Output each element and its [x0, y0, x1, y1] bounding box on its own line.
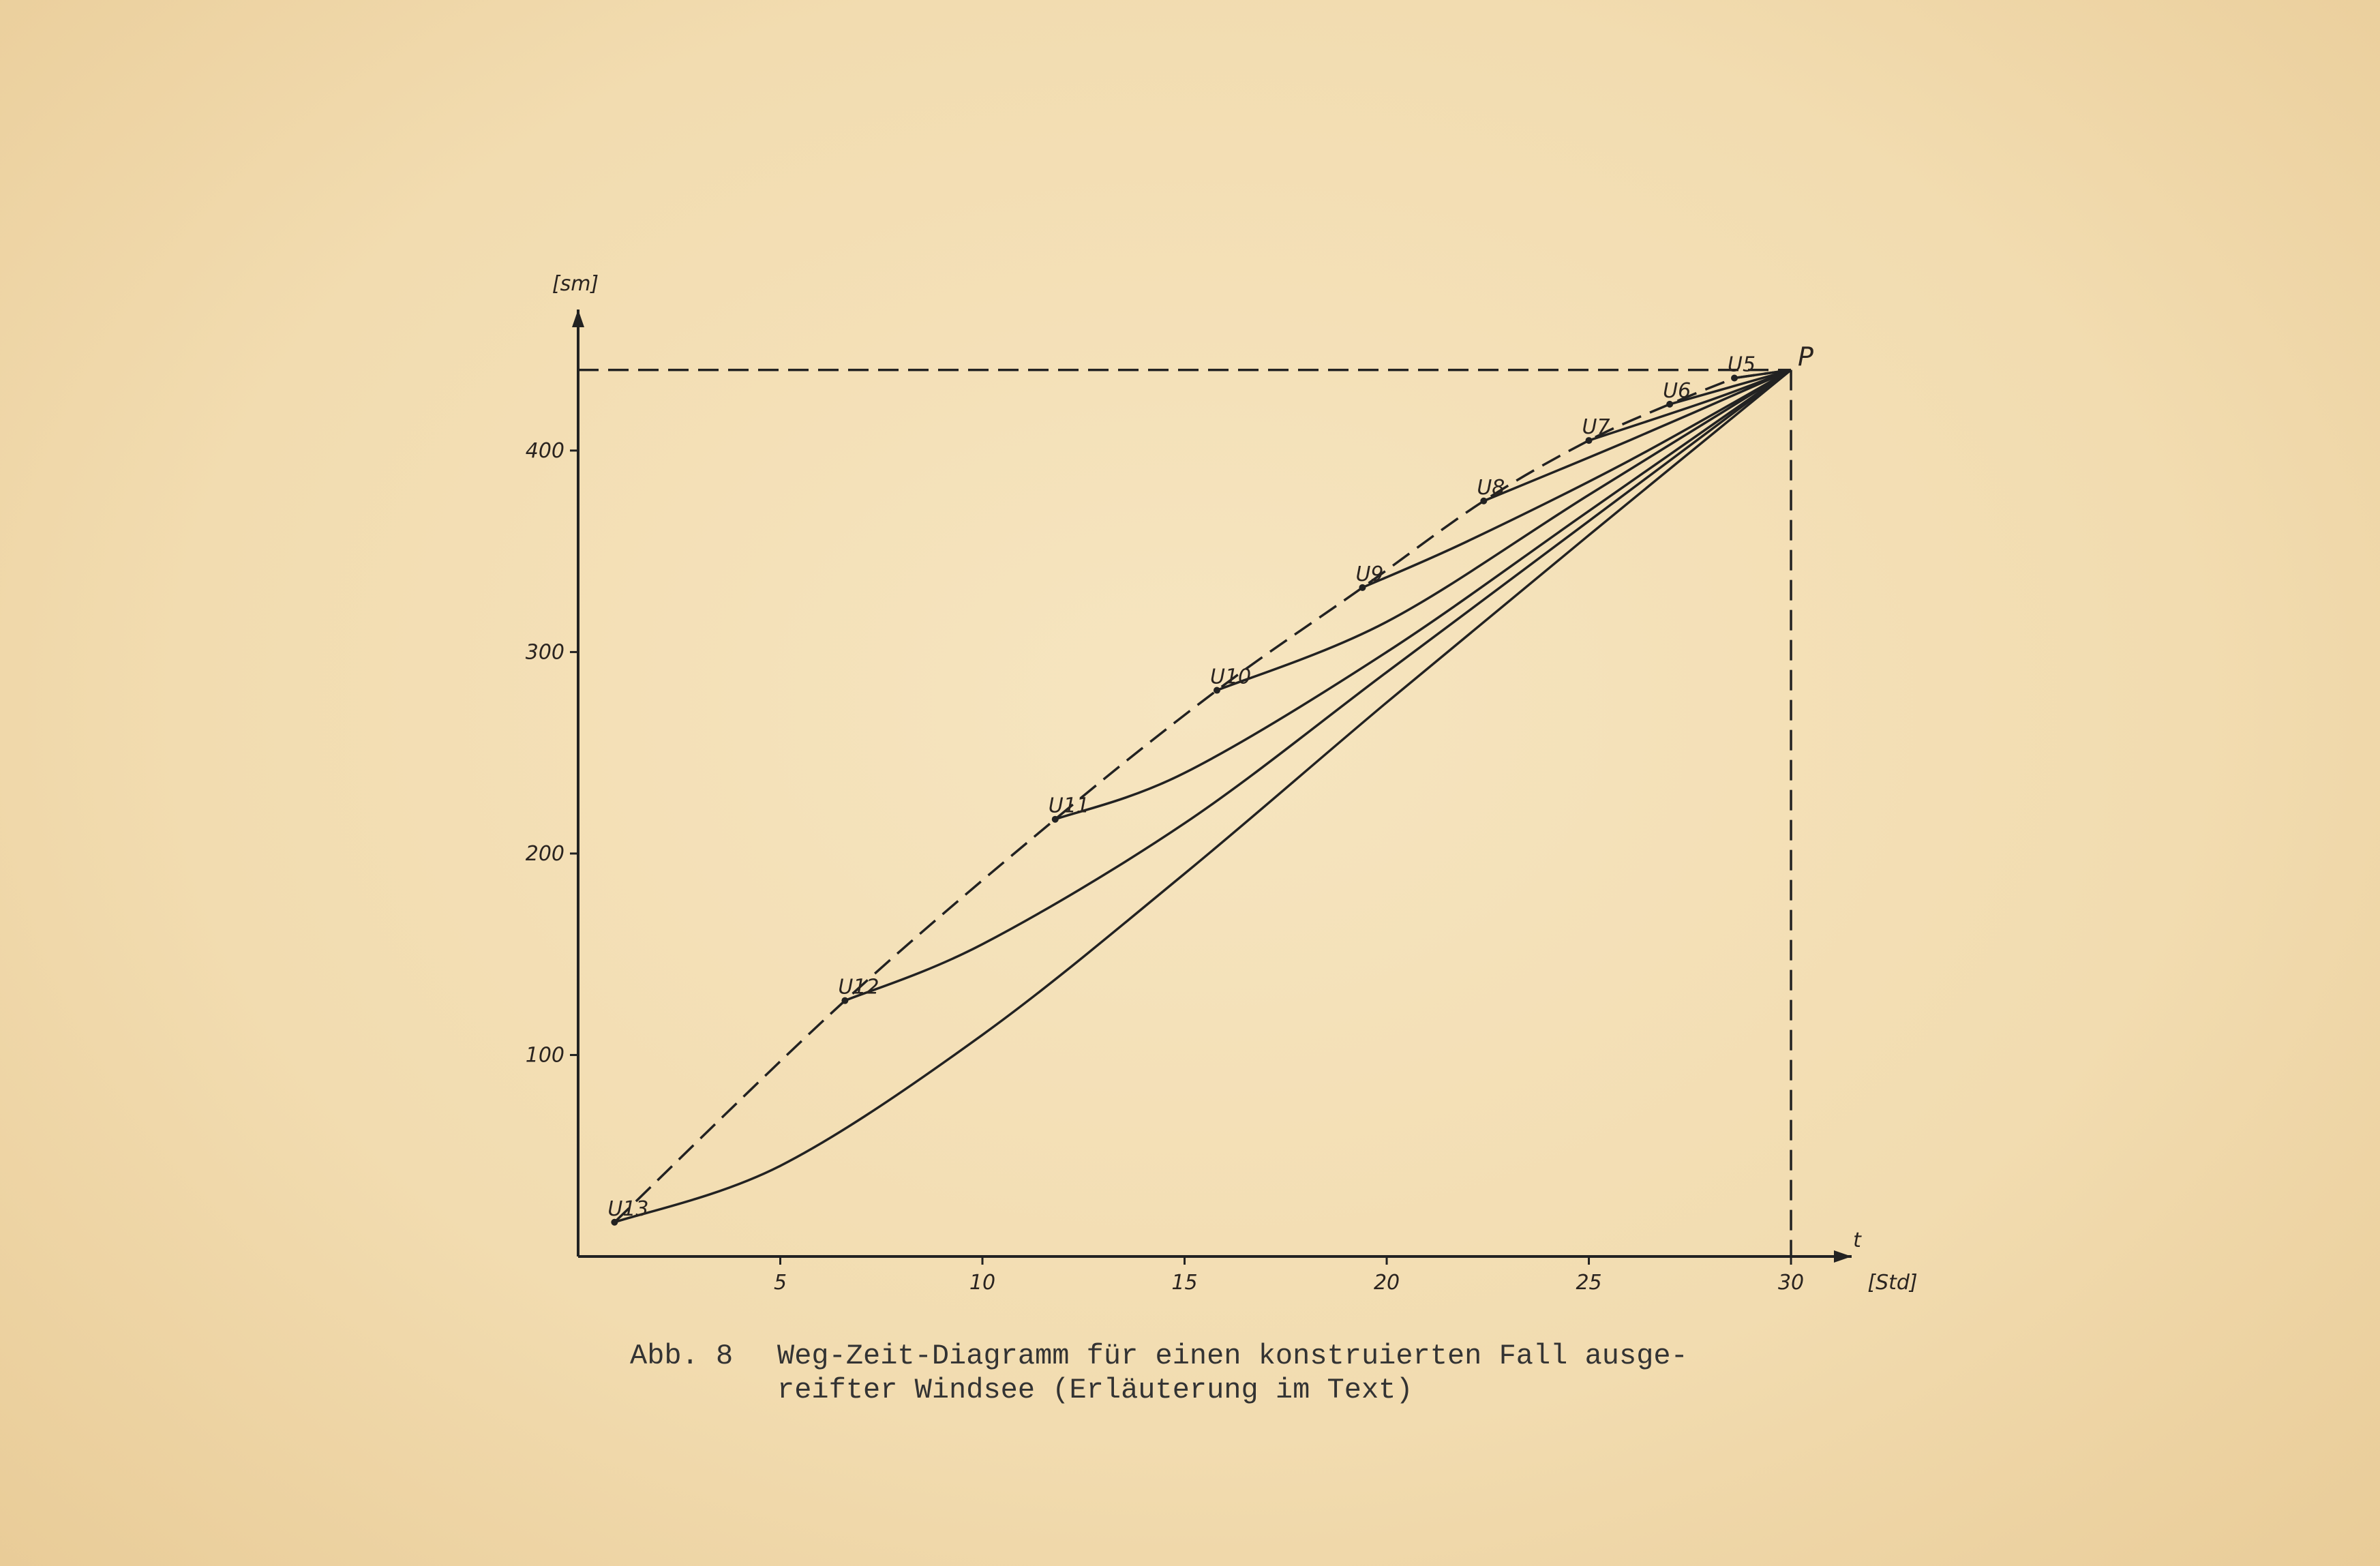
x-tick-label: 5	[774, 1271, 787, 1295]
curve	[844, 369, 1792, 1002]
point	[611, 1218, 618, 1226]
curve	[1483, 369, 1792, 502]
curve	[1669, 368, 1792, 406]
y-tick-label: 400	[526, 439, 564, 463]
envelope-line	[1734, 368, 1792, 380]
point-label: U9	[1355, 562, 1383, 586]
x-axis-label: [Std]	[1867, 1271, 1917, 1295]
point	[1585, 437, 1593, 445]
point-label: U8	[1477, 476, 1505, 500]
x-tick-label: 15	[1171, 1271, 1197, 1295]
point-label: U5	[1728, 352, 1756, 376]
point	[841, 997, 849, 1004]
y-tick-label: 100	[526, 1043, 564, 1067]
x-tick-label: 20	[1374, 1271, 1400, 1295]
curve	[1361, 369, 1792, 589]
caption-number: Abb. 8	[630, 1340, 733, 1372]
envelope-line	[614, 376, 1735, 1224]
point	[1359, 584, 1366, 591]
y-tick-label: 300	[526, 640, 564, 664]
point-label: U11	[1049, 794, 1089, 818]
point-label: U7	[1582, 415, 1610, 439]
curve	[1055, 369, 1792, 821]
caption-line: Weg-Zeit-Diagramm für einen konstruierte…	[777, 1340, 1688, 1372]
x-axis-arrow	[1834, 1250, 1852, 1263]
point	[1480, 497, 1488, 505]
y-axis-label: [sm]	[552, 272, 599, 296]
caption-line: reifter Windsee (Erläuterung im Text)	[777, 1374, 1413, 1406]
point-label: P	[1798, 342, 1813, 372]
x-tick-label: 10	[969, 1271, 995, 1295]
point	[1731, 374, 1738, 382]
point-label: U10	[1210, 665, 1251, 689]
y-tick-label: 200	[526, 842, 564, 866]
point	[1213, 687, 1220, 694]
point	[1666, 400, 1674, 408]
point-label: U6	[1663, 379, 1691, 403]
y-axis-arrow	[572, 310, 584, 327]
point-label: U12	[838, 976, 879, 999]
curve	[1588, 369, 1792, 442]
x-axis-symbol: t	[1853, 1229, 1862, 1252]
curve	[614, 369, 1792, 1224]
point	[1051, 815, 1059, 823]
x-tick-label: 30	[1778, 1271, 1804, 1295]
point-label: U13	[607, 1197, 648, 1221]
curve	[1216, 369, 1792, 692]
x-tick-label: 25	[1576, 1271, 1601, 1295]
